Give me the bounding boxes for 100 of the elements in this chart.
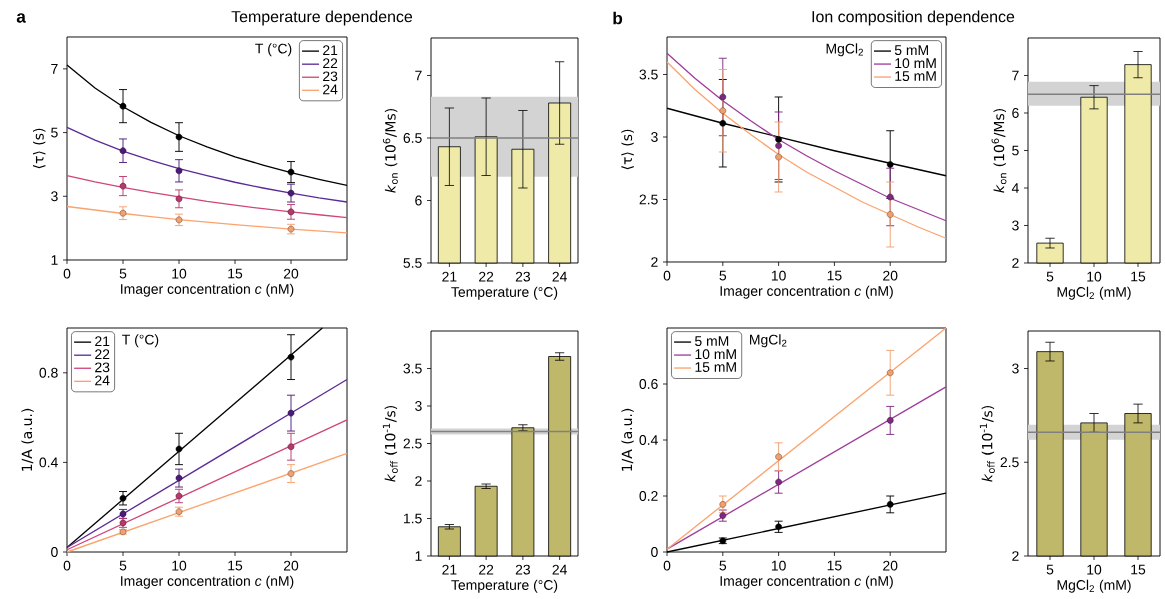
x-tick-label: 15	[228, 268, 243, 279]
x-axis-title: Imager concentration c (nM)	[121, 283, 294, 297]
legend-label: 22	[95, 349, 110, 360]
point	[119, 182, 127, 190]
x-tick-label: 22	[479, 271, 494, 282]
line-series	[66, 126, 348, 203]
y-tick-label: 3	[651, 132, 658, 142]
x-tick-label: 21	[442, 271, 457, 282]
point	[287, 409, 295, 417]
point	[886, 193, 894, 201]
y-axis-title: k$_{off}$ (10$^{-1}$/s)	[382, 406, 398, 482]
x-tick-label: 10	[771, 270, 786, 281]
y-tick-label: 0	[51, 547, 58, 557]
x-tick-label: 23	[515, 271, 531, 282]
y-axis-title: k$_{on}$ (10$^{6}$/Ms)	[382, 109, 398, 193]
x-axis-title: Temperature (°C)	[451, 286, 558, 300]
x-tick-label: 20	[883, 270, 898, 281]
y-tick-label: 6.5	[403, 133, 422, 143]
point	[886, 417, 894, 424]
text: Temperature dependence	[231, 10, 413, 26]
legend-label: 21	[323, 45, 338, 55]
point	[775, 136, 782, 143]
point	[287, 189, 295, 197]
legend-title: MgCl$_{2}$	[826, 43, 863, 57]
x-axis-title: Imager concentration c (nM)	[121, 575, 294, 589]
x-tick-label: 15	[827, 560, 842, 571]
x-axis-title: Imager concentration c (nM)	[720, 285, 893, 299]
y-tick-label: 1	[51, 255, 58, 265]
y-tick-label: 3	[1012, 363, 1019, 374]
point	[719, 501, 727, 508]
x-tick-label: 0	[663, 270, 671, 281]
point	[119, 102, 127, 110]
y-tick-label: 0.8	[39, 367, 58, 378]
x-tick-label: 24	[552, 271, 567, 282]
x-tick-label: 10	[1087, 271, 1102, 282]
x-tick-label: 23	[515, 564, 531, 575]
y-tick-label: 3	[51, 191, 58, 202]
x-tick-label: 5	[119, 560, 127, 571]
legend-label: 21	[95, 336, 110, 347]
x-tick-label: 10	[172, 268, 187, 279]
x-tick-label: 0	[63, 560, 71, 571]
y-tick-label: 3.5	[639, 69, 658, 80]
y-tick-label: 2	[415, 476, 422, 486]
legend-label: 10 mM	[695, 349, 736, 360]
x-tick-label: 5	[1046, 271, 1054, 282]
point	[175, 492, 183, 500]
legend-label: 5 mM	[695, 336, 729, 347]
point	[886, 501, 894, 508]
x-tick-label: 22	[479, 564, 494, 575]
x-tick-label: 0	[63, 268, 71, 279]
y-tick-label: 0.4	[639, 435, 658, 445]
legend-title: MgCl$_{2}$	[750, 334, 787, 348]
legend-label: 22	[323, 58, 338, 69]
x-tick-label: 24	[552, 564, 567, 575]
point	[719, 119, 727, 127]
y-tick-label: 5	[1012, 145, 1019, 156]
y-tick-label: 1	[415, 551, 422, 561]
point	[287, 353, 295, 361]
y-tick-label: 7	[51, 64, 58, 74]
point	[287, 443, 295, 451]
y-axis-title: ⟨τ⟩ (s)	[621, 129, 634, 170]
y-tick-label: 5.5	[403, 258, 422, 268]
x-tick-label: 5	[719, 560, 727, 571]
y-tick-label: 5	[51, 127, 58, 138]
legend-title: T (°C)	[122, 334, 159, 348]
x-tick-label: 10	[1087, 564, 1102, 575]
point	[175, 133, 183, 141]
x-tick-label: 21	[442, 564, 457, 575]
point	[886, 161, 894, 168]
point	[719, 107, 727, 115]
y-tick-label: 3.5	[403, 363, 422, 374]
y-tick-label: 2	[651, 257, 658, 267]
legend-label: 24	[323, 84, 338, 95]
y-tick-label: 3	[415, 401, 422, 411]
legend-label: 23	[323, 71, 338, 82]
text: b	[613, 11, 623, 25]
point	[175, 474, 183, 482]
point	[175, 167, 183, 175]
y-axis-title: ⟨τ⟩ (s)	[32, 128, 46, 169]
y-tick-label: 2.5	[1000, 457, 1019, 468]
y-tick-label: 2	[1012, 258, 1019, 268]
point	[719, 93, 727, 101]
y-tick-label: 6	[415, 195, 422, 206]
point	[287, 168, 295, 176]
y-tick-label: 1.5	[403, 513, 422, 524]
x-tick-label: 20	[283, 560, 299, 571]
legend-label: 5 mM	[894, 45, 928, 56]
x-tick-label: 15	[228, 560, 243, 571]
point	[775, 153, 782, 161]
text: a	[16, 13, 26, 23]
y-tick-label: 6	[1012, 108, 1019, 118]
y-tick-label: 0	[651, 547, 658, 557]
point	[175, 445, 183, 453]
y-tick-label: 7	[1012, 70, 1019, 81]
y-tick-label: 0.2	[639, 491, 658, 501]
x-tick-label: 10	[771, 560, 786, 571]
y-axis-title: 1/A (a.u.)	[621, 408, 634, 471]
point	[886, 369, 894, 377]
line-series	[66, 174, 348, 219]
legend-label: 23	[95, 362, 110, 373]
